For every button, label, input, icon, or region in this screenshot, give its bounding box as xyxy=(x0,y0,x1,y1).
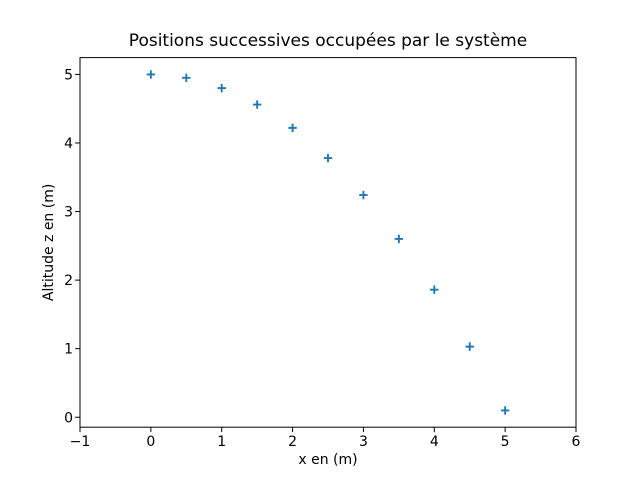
x-tick-label: 0 xyxy=(146,434,155,450)
y-tick-label: 5 xyxy=(64,67,73,83)
x-tick-label: −1 xyxy=(70,434,91,450)
data-point-marker xyxy=(146,70,156,79)
y-tick-label: 4 xyxy=(64,136,73,152)
x-tick-label: 3 xyxy=(359,434,368,450)
data-point-marker xyxy=(182,73,191,83)
x-tick-label: 5 xyxy=(501,434,510,450)
data-point-marker xyxy=(288,123,297,133)
data-point-marker xyxy=(323,153,333,163)
axes: −1 0 1 2 3 4 5 6 0 1 2 3 4 5 xyxy=(64,57,581,450)
data-point-marker xyxy=(359,190,368,200)
axes-frame xyxy=(79,57,577,428)
x-tick-label: 4 xyxy=(430,434,439,450)
y-tick-label: 0 xyxy=(64,410,73,426)
y-tick-label: 2 xyxy=(64,273,73,289)
y-tick-label: 1 xyxy=(64,342,73,358)
y-axis-label: Altitude z en (m) xyxy=(41,184,57,301)
x-axis-label: x en (m) xyxy=(298,452,357,468)
data-point-marker xyxy=(430,285,439,294)
y-tick-label: 3 xyxy=(64,205,73,221)
data-point-marker xyxy=(217,83,226,93)
x-tick-label: 1 xyxy=(217,434,226,450)
data-point-marker xyxy=(394,234,404,244)
x-tick-label: 2 xyxy=(288,434,297,450)
data-point-marker xyxy=(252,100,262,109)
chart-title: Positions successives occupées par le sy… xyxy=(129,31,527,51)
data-point-marker xyxy=(465,342,474,351)
x-tick-label: 6 xyxy=(572,434,581,450)
data-point-marker xyxy=(500,406,510,415)
